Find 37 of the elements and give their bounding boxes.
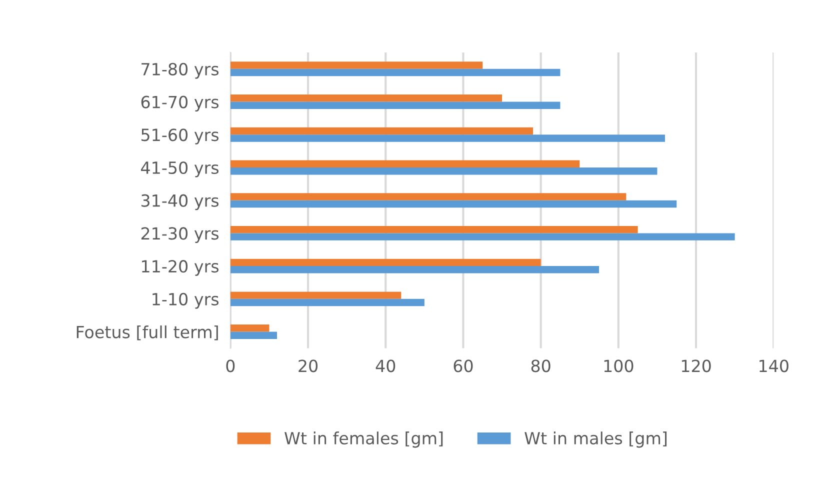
y-tick-label: Foetus [full term] [76, 325, 218, 340]
x-tick-label: 80 [531, 360, 550, 372]
bar [230, 193, 626, 200]
bar [230, 134, 665, 142]
bar [230, 167, 658, 175]
bar [230, 266, 600, 274]
x-tick-label: 60 [454, 360, 473, 372]
bar [230, 160, 580, 168]
legend-label: Wt in males [gm] [524, 432, 667, 448]
bar [230, 226, 638, 234]
bar [230, 324, 270, 332]
x-tick-label: 0 [226, 360, 235, 372]
y-tick-label: 21-30 yrs [141, 227, 219, 243]
x-tick-label: 140 [760, 360, 788, 372]
bar [230, 127, 534, 135]
legend-label: Wt in females [gm] [284, 432, 443, 448]
y-tick-label: 51-60 yrs [141, 128, 219, 144]
y-tick-label: 71-80 yrs [142, 62, 219, 79]
y-tick-label: 31-40 yrs [141, 194, 219, 210]
x-tick-label: 40 [376, 360, 396, 372]
bar [230, 94, 502, 102]
y-tick-label: 11-20 yrs [142, 260, 219, 276]
bar [230, 258, 541, 266]
bar [230, 68, 560, 76]
bar [230, 200, 677, 208]
bar [230, 62, 483, 69]
y-tick-label: 1-10 yrs [152, 292, 219, 309]
x-tick-label: 120 [682, 360, 711, 372]
bar [230, 233, 735, 240]
bar [230, 298, 424, 306]
bar [230, 102, 560, 109]
x-tick-label: 100 [604, 360, 634, 372]
bar [230, 332, 277, 340]
y-tick-label: 41-50 yrs [141, 161, 219, 178]
bar [230, 292, 402, 299]
y-tick-label: 61-70 yrs [141, 96, 219, 112]
x-tick-label: 20 [298, 360, 318, 372]
